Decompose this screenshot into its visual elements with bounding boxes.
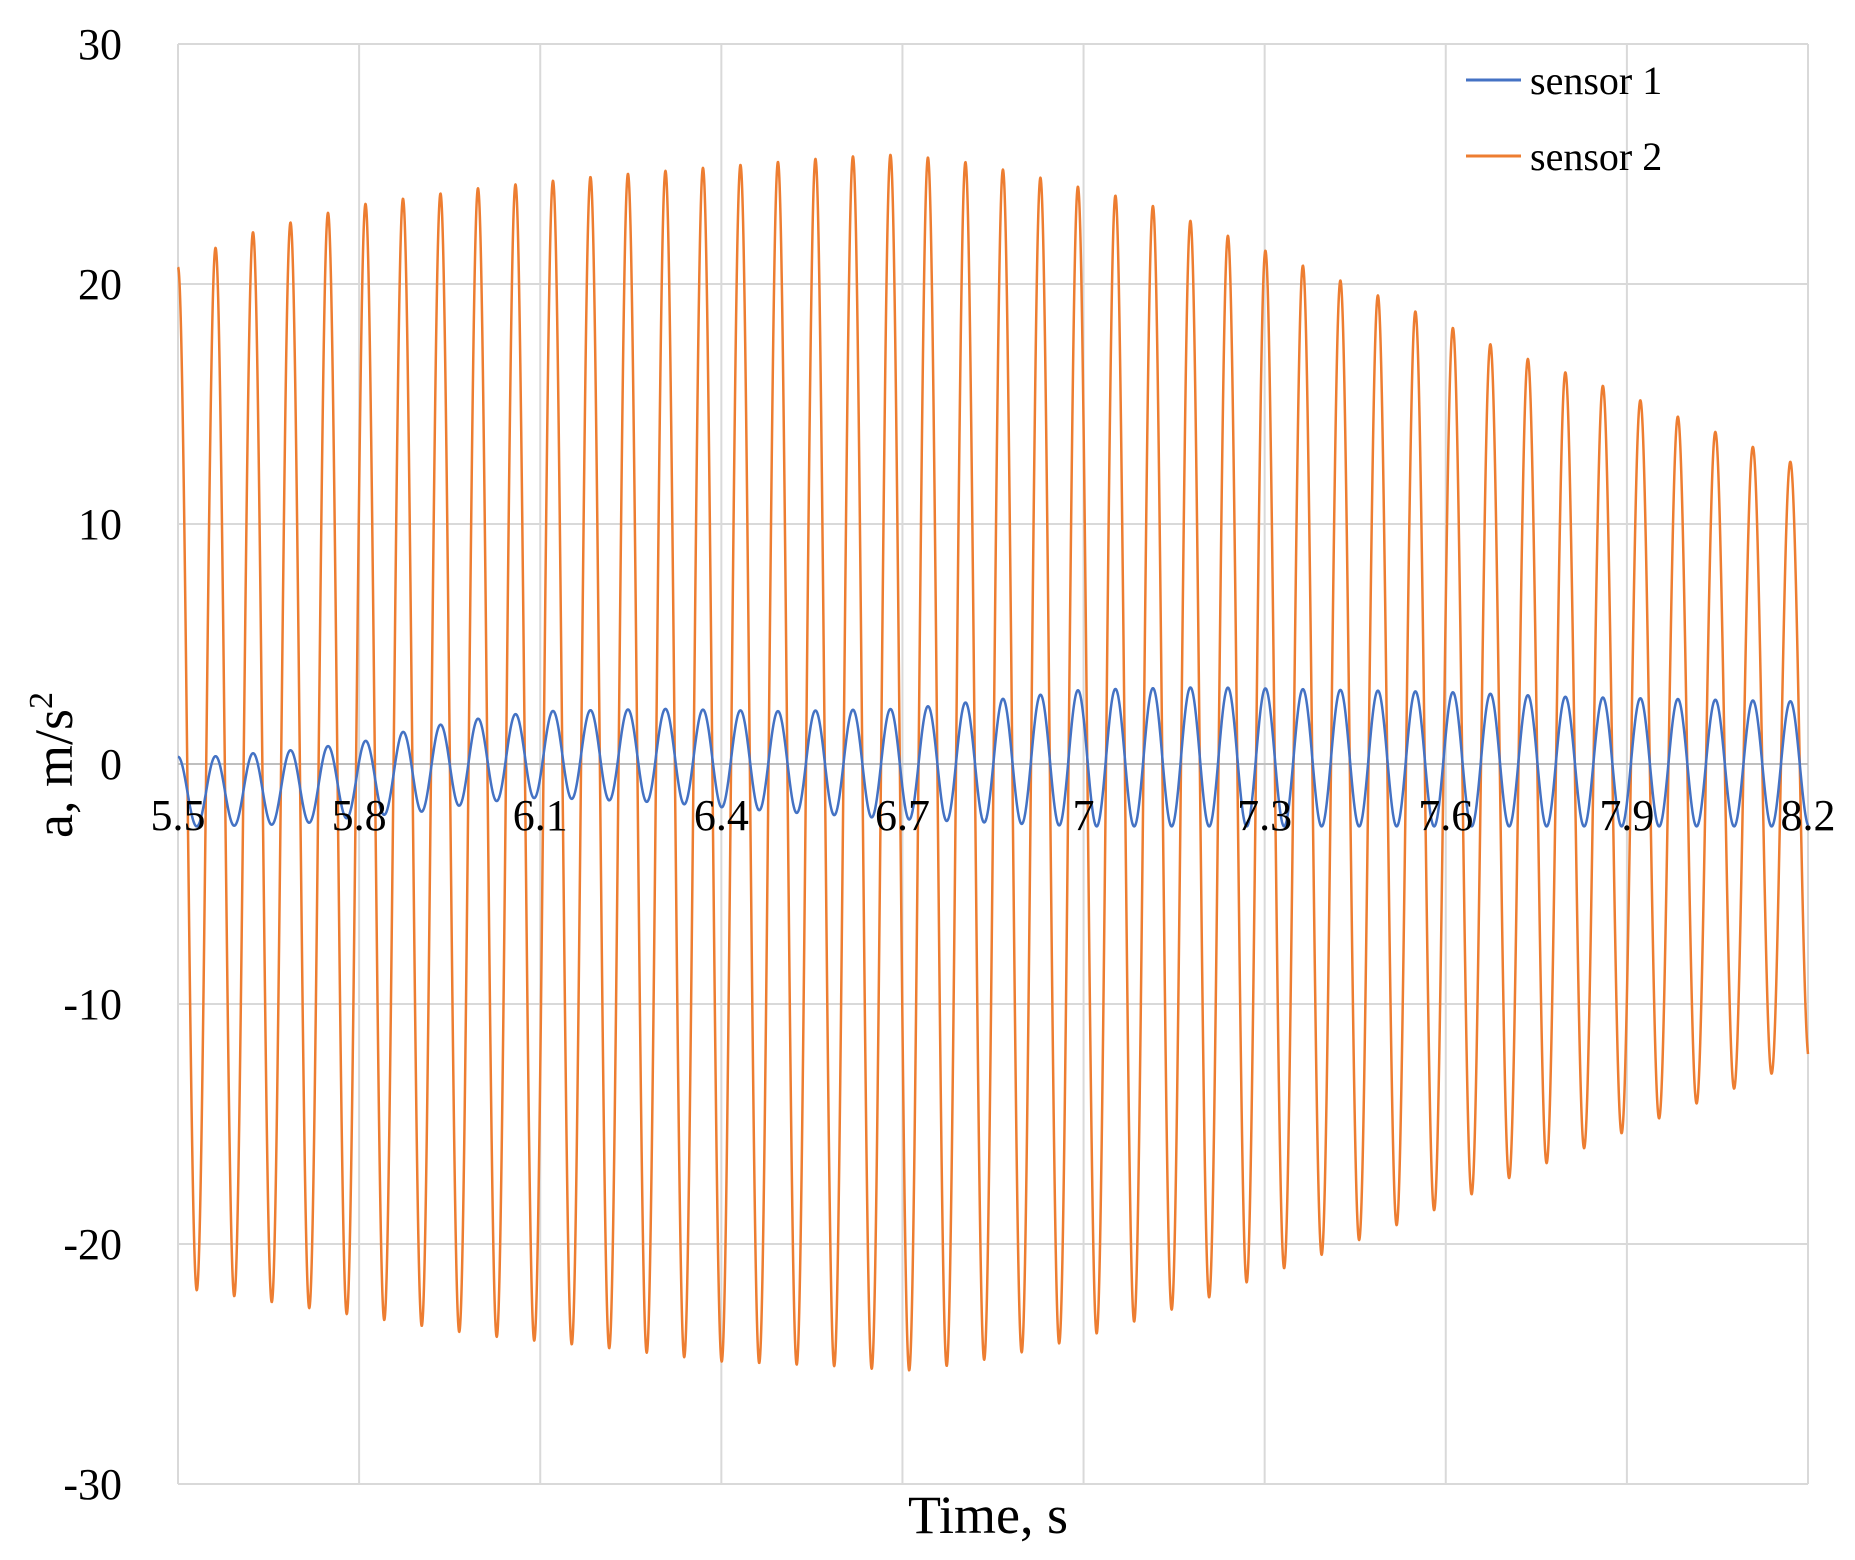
x-tick-label-0: 5.5	[151, 791, 206, 840]
y-axis-title-superscript: 2	[23, 692, 60, 709]
y-axis-title-main: a, m/s	[24, 709, 84, 838]
x-tick-label-5: 7	[1073, 791, 1095, 840]
x-tick-label-4: 6.7	[875, 791, 930, 840]
y-tick-label-3: 0	[100, 740, 122, 789]
y-tick-label-4: 10	[78, 500, 122, 549]
x-axis-title: Time, s	[908, 1485, 1068, 1545]
x-tick-label-2: 6.1	[513, 791, 568, 840]
x-tick-label-6: 7.3	[1237, 791, 1292, 840]
x-tick-label-9: 8.2	[1781, 791, 1836, 840]
x-tick-label-3: 6.4	[694, 791, 749, 840]
legend-label-sensor-2: sensor 2	[1530, 134, 1662, 179]
y-tick-label-2: -10	[63, 980, 122, 1029]
x-tick-label-1: 5.8	[332, 791, 387, 840]
legend-label-sensor-1: sensor 1	[1530, 58, 1662, 103]
x-tick-label-8: 7.9	[1599, 791, 1654, 840]
x-tick-label-7: 7.6	[1418, 791, 1473, 840]
y-tick-label-0: -30	[63, 1460, 122, 1509]
y-axis-title: a, m/s2	[23, 692, 84, 838]
y-tick-label-1: -20	[63, 1220, 122, 1269]
y-tick-label-6: 30	[78, 20, 122, 69]
y-tick-label-5: 20	[78, 260, 122, 309]
